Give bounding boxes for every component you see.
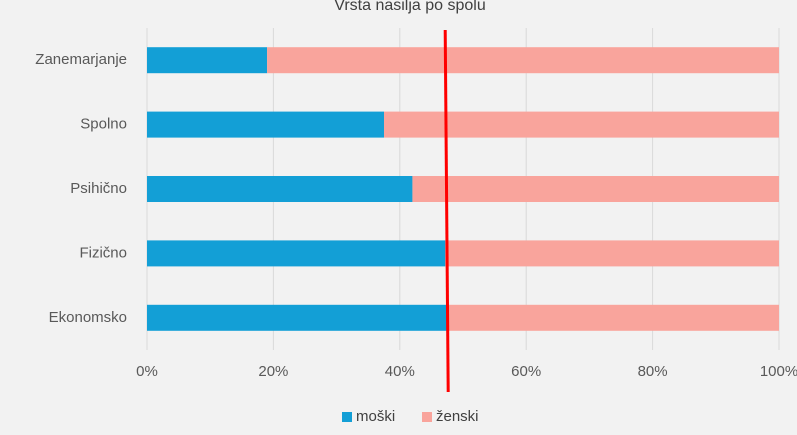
bar-moski-1 xyxy=(147,111,384,138)
x-tick-label-3: 60% xyxy=(511,363,541,380)
bar-zenski-2 xyxy=(412,176,779,202)
x-tick-label-0: 0% xyxy=(136,363,158,380)
legend-label-1: ženski xyxy=(436,408,479,425)
bar-moski-2 xyxy=(147,176,413,202)
category-label-0: Zanemarjanje xyxy=(35,51,127,68)
x-tick-label-2: 40% xyxy=(385,363,415,380)
legend-swatch-0 xyxy=(342,412,352,422)
chart-title: Vrsta nasilja po spolu xyxy=(334,0,486,14)
bar-zenski-1 xyxy=(384,111,779,138)
legend-label-0: moški xyxy=(356,408,395,425)
bar-moski-4 xyxy=(147,304,448,331)
bar-zenski-0 xyxy=(267,47,779,74)
legend-swatch-1 xyxy=(422,412,432,422)
bar-moski-0 xyxy=(147,47,268,74)
bar-zenski-3 xyxy=(445,240,779,267)
category-label-4: Ekonomsko xyxy=(49,309,127,326)
category-label-2: Psihično xyxy=(70,180,127,197)
x-tick-label-1: 20% xyxy=(258,363,288,380)
category-label-1: Spolno xyxy=(80,116,127,133)
x-tick-label-4: 80% xyxy=(638,363,668,380)
labels-layer: 0% 20% 40% 60% 80% 100% Zanemarjanje Spolno Psih… xyxy=(35,51,797,380)
bar-zenski-4 xyxy=(447,304,779,331)
reference-line-layer xyxy=(443,29,450,393)
legend: moški ženski xyxy=(342,408,479,425)
bar-moski-3 xyxy=(147,240,446,267)
category-label-3: Fizično xyxy=(79,244,127,261)
bars-layer xyxy=(147,47,779,331)
reference-line xyxy=(443,29,450,393)
x-tick-label-5: 100% xyxy=(760,363,797,380)
